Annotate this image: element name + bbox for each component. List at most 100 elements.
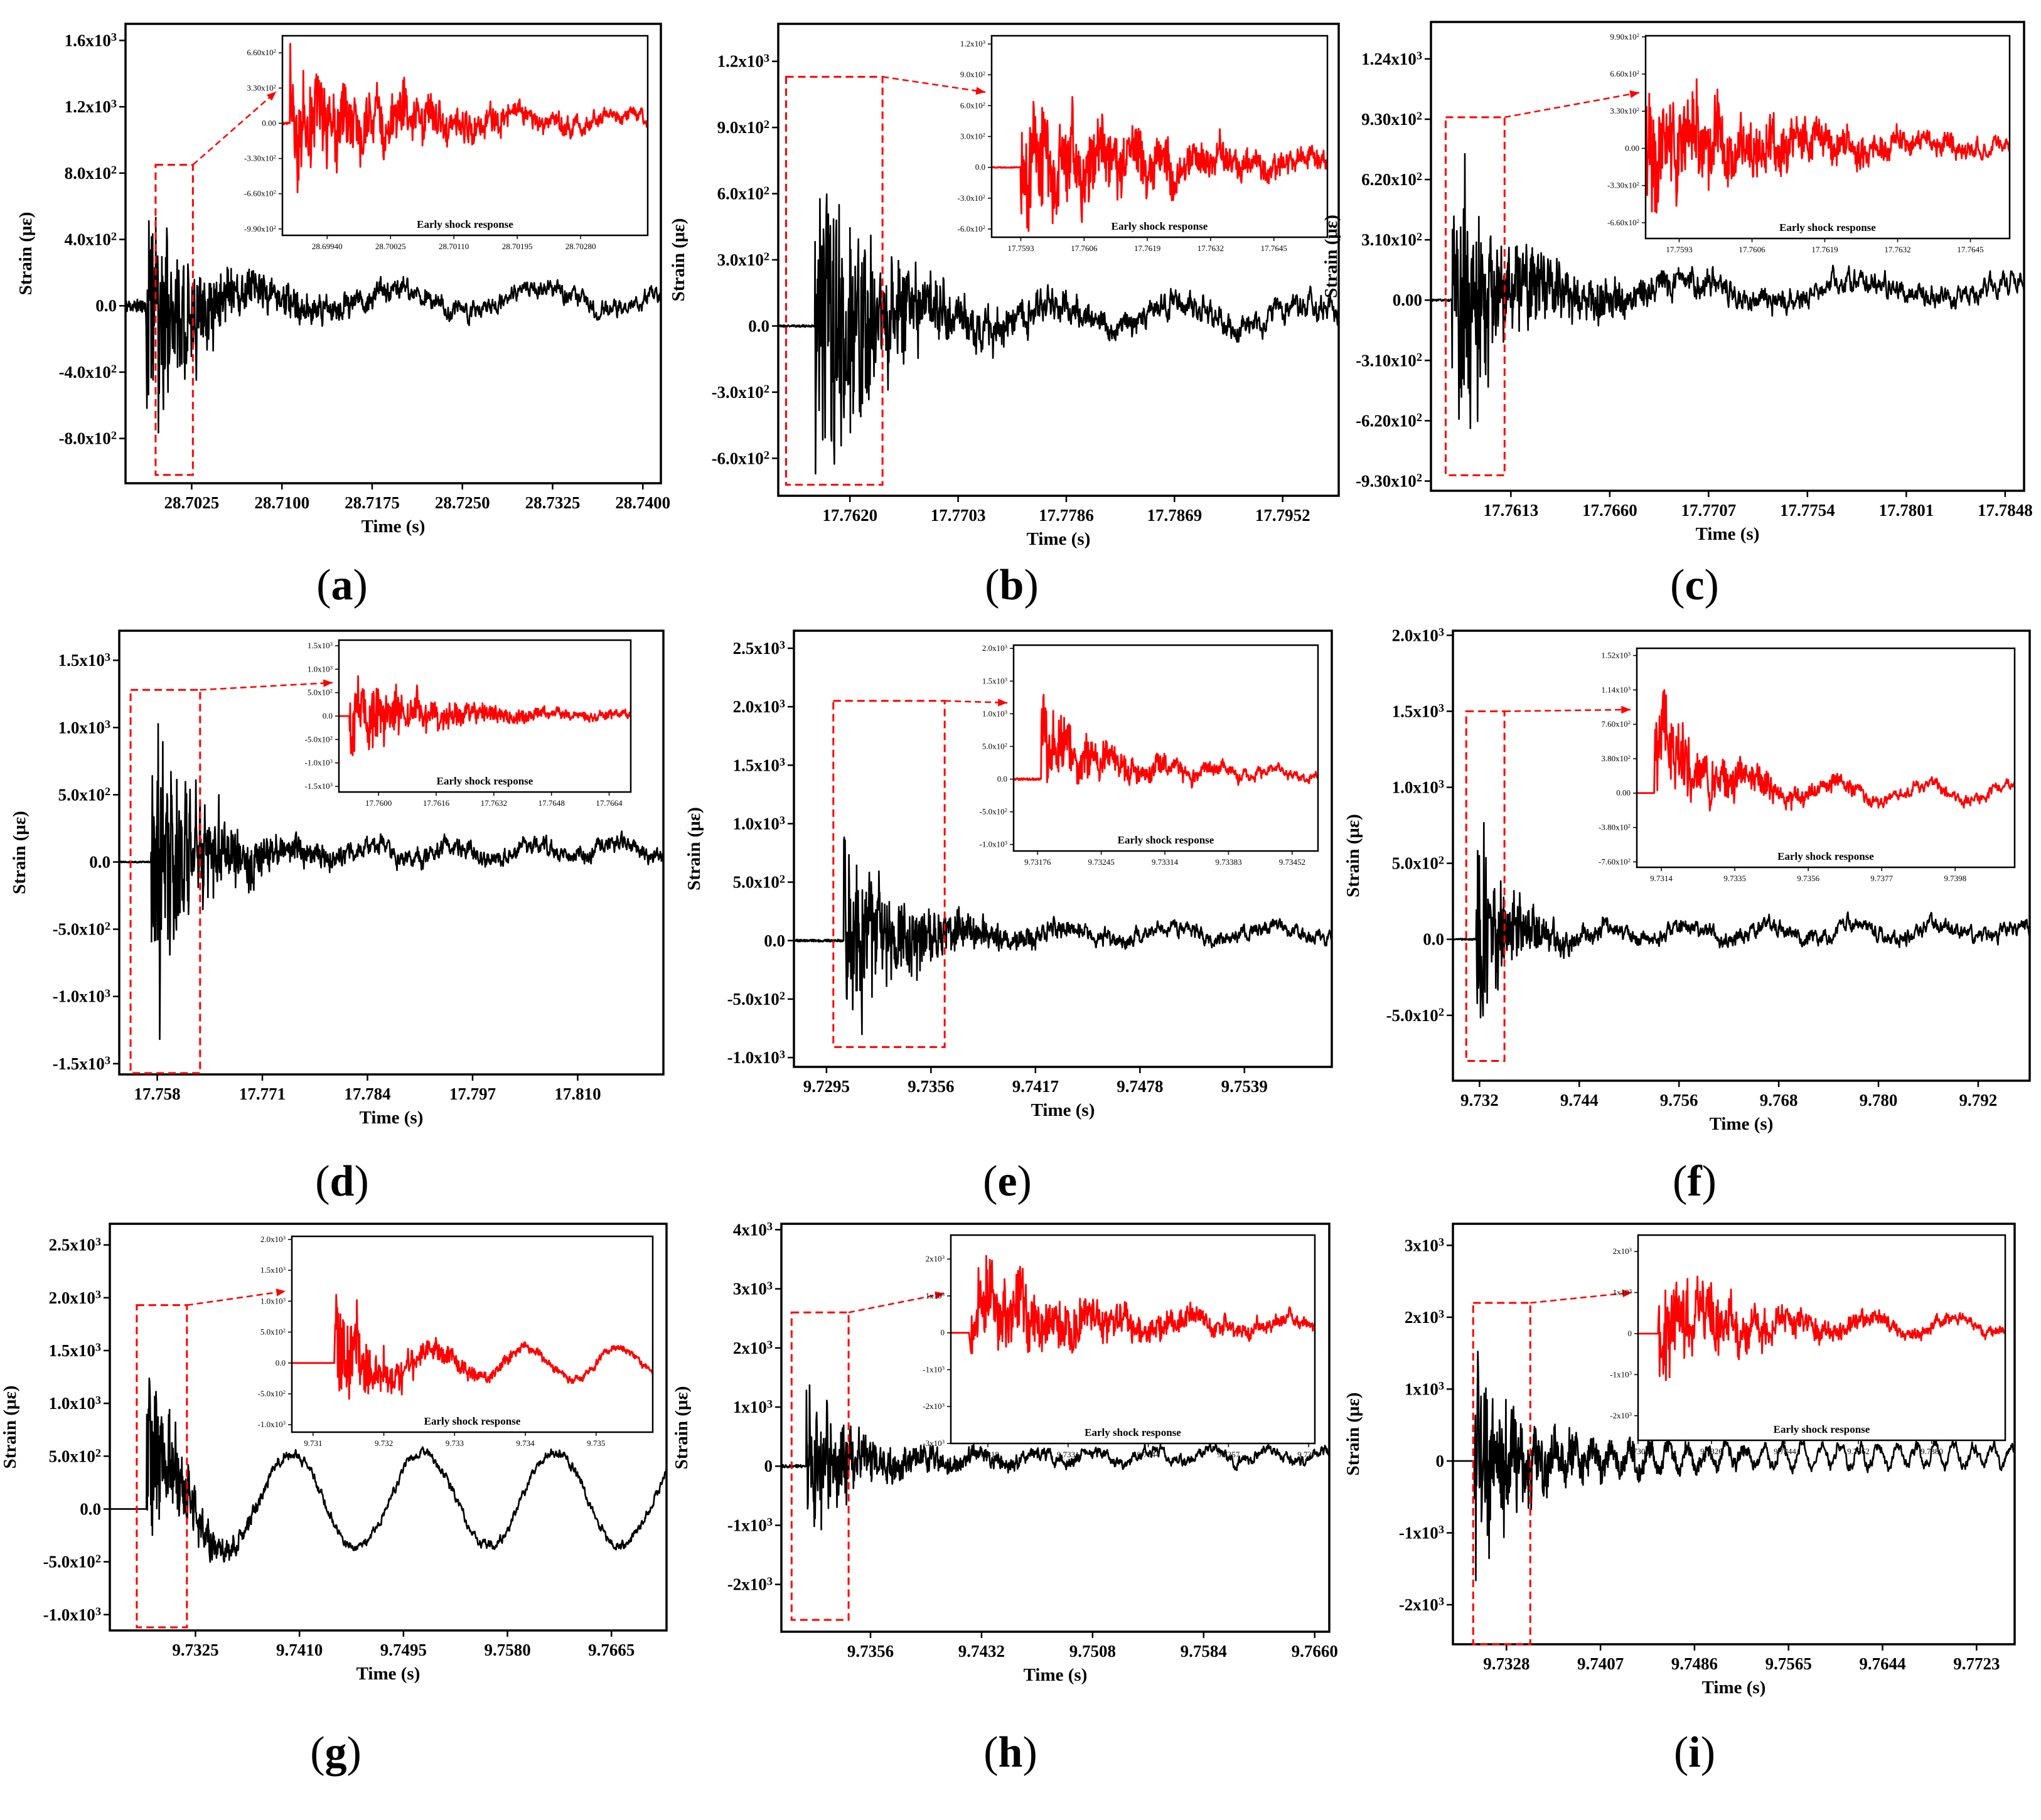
inset-x-tick-label-3: 17.7632 (1197, 244, 1224, 253)
inset-series-group (1637, 689, 2015, 811)
highlight-box (136, 1304, 188, 1629)
main-x-tick-label-0: 17.758 (134, 1084, 180, 1103)
inset-x-tick-label-3: 9.7377 (1870, 874, 1893, 883)
x-axis-title: Time (s) (1702, 1678, 1766, 1698)
main-series-group (119, 723, 663, 1041)
inset-x-tick-label-0: 17.7593 (1666, 245, 1692, 254)
main-y-tick-label-3: 0.00 (1393, 291, 1422, 309)
inset-y-tick-label-3: 5.0x102 (260, 1327, 286, 1337)
main-y-tick-label-0: -1.0x103 (43, 1605, 101, 1624)
inset-y-tick-label-5: 1.5x103 (982, 676, 1008, 685)
plot-frame (1452, 629, 2031, 1082)
main-y-tick-label-0: -6.0x102 (712, 449, 769, 468)
inset-x-tick-label-0: 17.7593 (1007, 244, 1034, 253)
inset-y-tick-label-5: 1.0x103 (308, 664, 333, 673)
main-y-tick-label-2: 0.0 (95, 296, 117, 315)
inset-series-group (951, 1255, 1315, 1354)
main-y-tick-label-5: 6.20x102 (1361, 170, 1422, 189)
inset-y-tick-label-3: 3.0x102 (960, 132, 985, 141)
inset-y-tick-label-1: -1x103 (1610, 1369, 1632, 1379)
inset-series-group (1638, 1275, 2005, 1381)
inset-strain-series (951, 1255, 1315, 1354)
main-strain-series (794, 836, 1332, 1036)
inset-x-tick-label-3: 9.7362 (1847, 1447, 1870, 1456)
main-x-tick-label-2: 9.7486 (1671, 1654, 1718, 1673)
inset-y-tick-label-4: 1x103 (926, 1291, 945, 1300)
plot-frame (793, 629, 1333, 1068)
inset-annotation: Early shock response (1085, 1427, 1181, 1438)
inset-frame (1636, 647, 2016, 869)
main-x-tick-label-2: 17.7707 (1681, 501, 1736, 520)
main-x-tick-label-0: 9.732 (1460, 1091, 1499, 1110)
inset-x-tick-label-1: 9.73245 (1088, 857, 1114, 867)
main-x-tick-label-4: 17.7801 (1878, 501, 1934, 520)
panel-label: (a) (316, 561, 368, 609)
inset-x-tick-label-4: 17.7664 (596, 798, 623, 808)
main-strain-series (778, 193, 1339, 475)
plot-frame (780, 1223, 1331, 1633)
zoom-arrow-line (882, 76, 986, 94)
main-strain-series (126, 217, 661, 434)
inset-annotation: Early shock response (1777, 850, 1874, 862)
panel-label: (h) (983, 1728, 1037, 1777)
inset-strain-series (292, 1293, 653, 1400)
main-y-tick-label-2: 0 (1436, 1452, 1445, 1470)
highlight-box (1472, 1302, 1531, 1646)
zoom-arrow-head (1622, 1289, 1632, 1298)
panel-f: 9.732 9.744 9.756 9.768 9.780 9.792 -5.0x102 0.… (1343, 626, 2031, 1206)
inset-x-tick-label-0: 17.7600 (365, 798, 392, 808)
zoom-arrow-line (1504, 92, 1640, 119)
main-y-tick-label-4: 2x103 (1405, 1308, 1444, 1327)
inset-frame (990, 35, 1329, 238)
main-y-tick-label-6: 9.30x102 (1361, 110, 1422, 129)
inset-y-tick-label-0: -7.60x102 (1599, 857, 1631, 866)
inset-y-tick-label-3: 0.0 (323, 711, 333, 720)
panel-label: (f) (1673, 1157, 1717, 1206)
inset-annotation: Early shock response (1118, 834, 1214, 846)
highlight-box (832, 700, 946, 1048)
main-series-group (110, 1377, 667, 1563)
inset-x-tick-label-4: 9.7380 (1920, 1447, 1943, 1456)
main-y-tick-label-2: -3.10x102 (1356, 351, 1422, 370)
main-y-tick-label-6: 2.0x103 (49, 1288, 101, 1307)
main-x-tick-label-3: 28.7250 (435, 493, 490, 512)
main-y-tick-label-1: -5.0x102 (727, 990, 785, 1009)
inset-y-tick-label-0: -1.0x103 (257, 1420, 286, 1429)
main-x-tick-label-0: 9.7328 (1483, 1654, 1529, 1673)
main-x-tick-label-3: 9.7478 (1117, 1077, 1163, 1096)
inset-series-group (1646, 78, 2010, 214)
panel-h: 9.7356 9.7432 9.7508 9.7584 9.7660 -2x103 -1x1… (672, 1220, 1338, 1777)
inset-y-tick-label-4: 6.60x102 (1610, 69, 1639, 78)
main-series-group (1431, 153, 2024, 429)
inset-x-tick-label-0: 9.7314 (1650, 874, 1673, 883)
main-y-tick-label-0: -2x103 (727, 1575, 773, 1593)
main-x-tick-label-1: 9.7407 (1577, 1654, 1624, 1673)
inset-y-tick-label-3: 1x103 (1613, 1288, 1632, 1297)
inset-x-tick-label-1: 17.7616 (423, 798, 450, 808)
inset-y-tick-label-1: -3.0x102 (957, 193, 985, 203)
main-y-tick-label-1: -6.20x102 (1356, 411, 1422, 430)
main-y-tick-label-6: 2.0x103 (733, 697, 785, 716)
inset-y-tick-label-3: 3.30x102 (1610, 106, 1639, 115)
inset-x-tick-label-2: 9.7356 (1797, 874, 1819, 883)
inset-series-group (282, 43, 648, 193)
inset-y-tick-label-0: -1.0x103 (979, 840, 1007, 849)
main-y-tick-label-1: -1x103 (727, 1516, 773, 1534)
y-axis-title: Strain (με) (672, 1386, 692, 1470)
main-x-tick-label-3: 17.7754 (1780, 501, 1835, 520)
inset-y-tick-label-0: -3x103 (923, 1438, 945, 1448)
inset-frame (281, 35, 649, 237)
highlight-box (1444, 116, 1506, 476)
inset-x-tick-label-2: 9.733 (446, 1438, 464, 1448)
y-axis-title: Strain (με) (0, 1386, 20, 1469)
panel-label: (c) (1670, 561, 1719, 609)
inset-strain-series (339, 675, 631, 756)
inset-background (292, 1236, 653, 1432)
inset-x-tick-label-4: 9.7370 (1297, 1450, 1320, 1459)
zoom-arrow-line (1530, 1292, 1632, 1304)
inset-y-tick-label-1: -5.0x102 (257, 1389, 286, 1398)
zoom-arrow-head (276, 1288, 286, 1297)
inset-y-tick-label-3: 0.00 (262, 118, 276, 127)
inset-x-tick-label-4: 17.7645 (1957, 245, 1983, 254)
main-x-tick-label-2: 9.756 (1660, 1091, 1698, 1110)
